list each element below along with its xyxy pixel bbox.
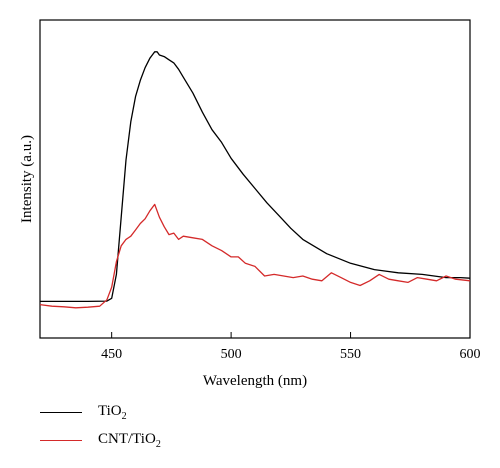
chart-plot: 450 500 550 600 Wavelength (nm) Intensity (… bbox=[19, 19, 481, 389]
legend-item-cnt-tio2: CNT/TiO2 bbox=[40, 426, 161, 454]
legend-swatch-cnt-tio2 bbox=[40, 439, 82, 441]
legend-label-cnt-tio2-sub: 2 bbox=[155, 438, 161, 450]
x-tick-label: 550 bbox=[340, 347, 361, 362]
x-ticks: 450 500 550 600 bbox=[101, 332, 481, 362]
legend-swatch-tio2 bbox=[40, 411, 82, 413]
legend-label-tio2-sub: 2 bbox=[121, 410, 127, 422]
y-axis-label: Intensity (a.u.) bbox=[19, 135, 35, 223]
x-axis-label: Wavelength (nm) bbox=[203, 373, 307, 389]
legend-label-tio2: TiO2 bbox=[98, 403, 127, 422]
series-line-cnt-tio2 bbox=[39, 203, 471, 309]
series-lines bbox=[39, 51, 471, 309]
legend-label-tio2-main: TiO bbox=[98, 402, 122, 419]
x-tick-label: 450 bbox=[101, 347, 122, 362]
x-tick-label: 500 bbox=[221, 347, 242, 362]
chart-legend: TiO2 CNT/TiO2 bbox=[40, 398, 161, 454]
legend-label-cnt-tio2: CNT/TiO2 bbox=[98, 431, 161, 450]
legend-label-cnt-tio2-main: CNT/TiO bbox=[98, 430, 156, 447]
plot-frame bbox=[39, 19, 471, 339]
x-tick-label: 600 bbox=[460, 347, 481, 362]
series-line-tio2 bbox=[40, 51, 471, 303]
legend-item-tio2: TiO2 bbox=[40, 398, 161, 426]
